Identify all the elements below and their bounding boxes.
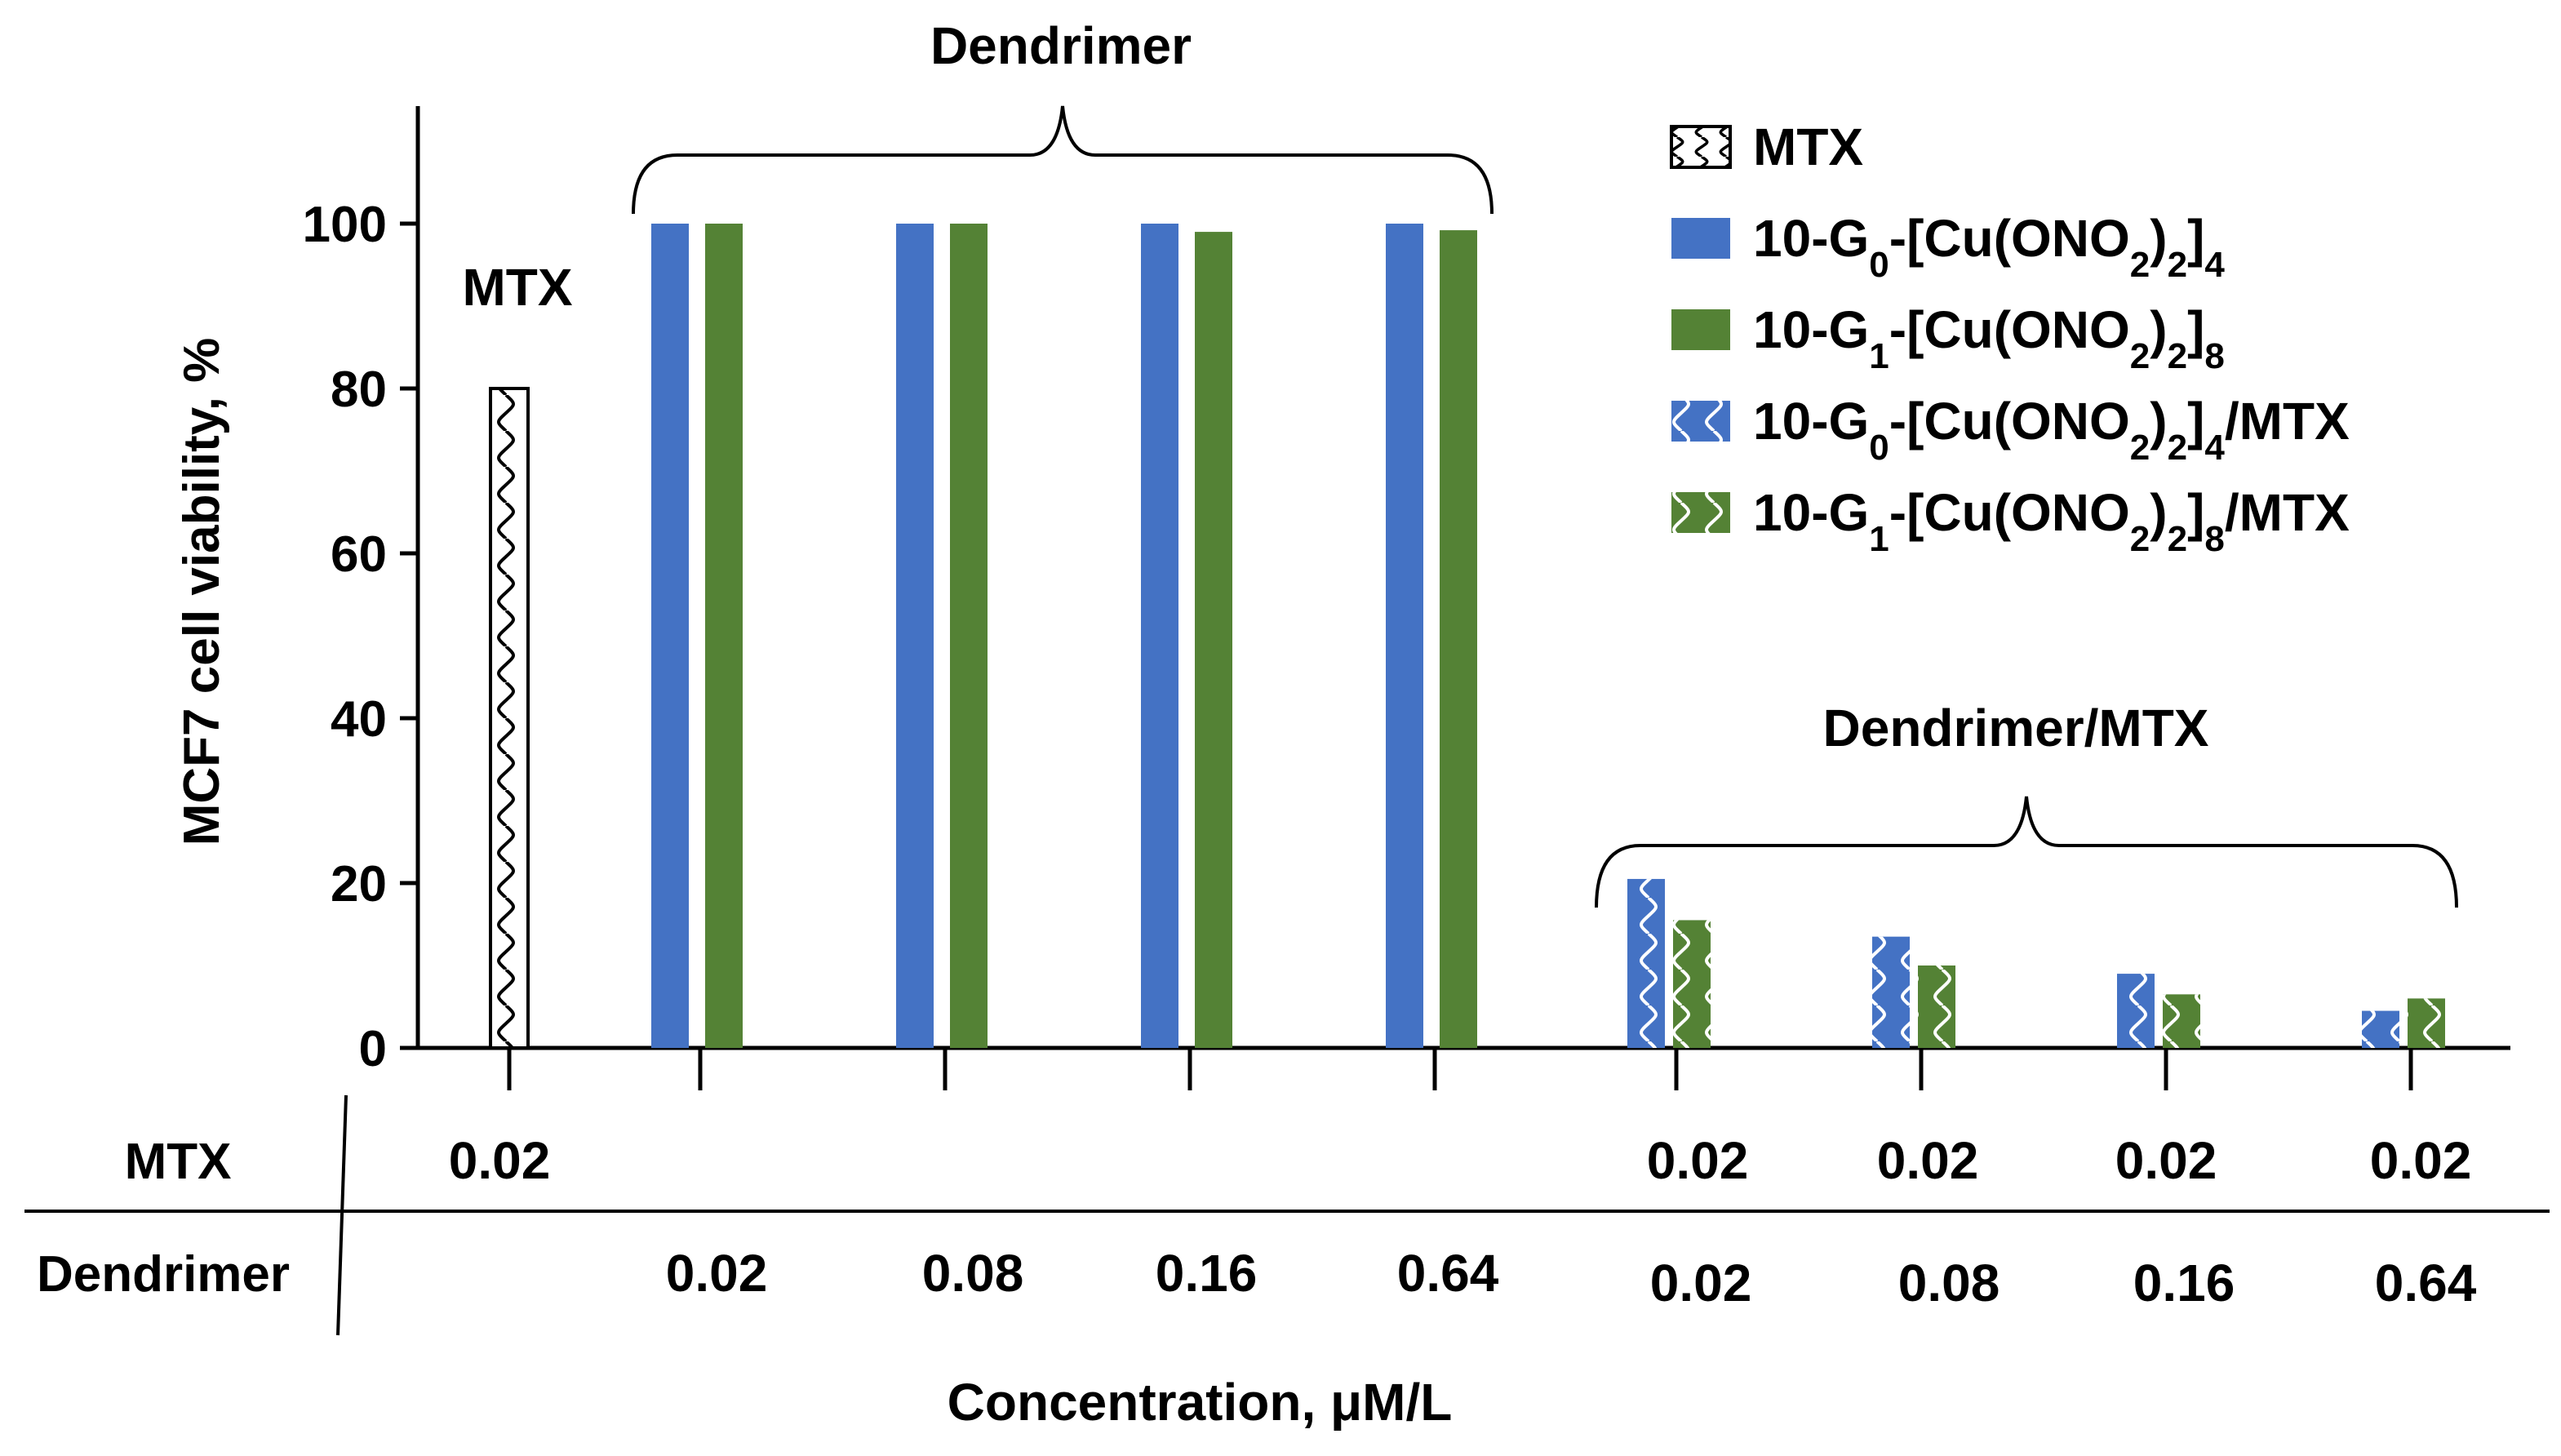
legend-swatch <box>1671 309 1730 350</box>
table-cell-dendrimer: 0.08 <box>922 1244 1024 1303</box>
table-cell-dendrimer: 0.64 <box>1397 1244 1499 1303</box>
y-tick-label: 0 <box>359 1021 387 1077</box>
bar-g1-dendrimer <box>705 224 743 1048</box>
y-tick-label: 20 <box>331 856 387 912</box>
y-tick-label: 60 <box>331 526 387 583</box>
legend-label: MTX <box>1753 118 1863 176</box>
bar-g1-mtx-hatch <box>1673 920 1711 1048</box>
table-divider-vertical <box>336 1094 348 1336</box>
table-cell-mtx: 0.02 <box>1877 1131 1979 1190</box>
bar-g1-mtx-hatch <box>1918 965 1955 1048</box>
bar-g1-dendrimer <box>950 224 988 1048</box>
bar-g0-dendrimer <box>896 224 934 1048</box>
bar-g0-mtx-hatch <box>2117 974 2155 1048</box>
bar-g1-mtx-hatch <box>2408 998 2445 1048</box>
bar-g0-mtx-hatch <box>2362 1010 2399 1048</box>
y-tick-label: 40 <box>331 691 387 748</box>
bar-g0-dendrimer <box>1386 224 1423 1048</box>
group-label-mtx: MTX <box>462 258 572 317</box>
bar-mtx-hatch <box>490 388 528 1048</box>
y-tick-label: 80 <box>331 362 387 418</box>
table-cell-dendrimer: 0.64 <box>2375 1254 2477 1312</box>
group-label-dendrimer-mtx: Dendrimer/MTX <box>1823 699 2209 757</box>
bar-g1-dendrimer <box>1195 232 1232 1049</box>
brace-dendrimer-mtx <box>1595 796 2458 908</box>
table-cell-mtx: 0.02 <box>2115 1131 2217 1190</box>
legend-label: 10-G1-[Cu(ONO2)2]8/MTX <box>1753 483 2350 559</box>
legend-label: 10-G0-[Cu(ONO2)2]4 <box>1753 209 2225 285</box>
legend-label: 10-G0-[Cu(ONO2)2]4/MTX <box>1753 392 2350 468</box>
bar-g0-dendrimer <box>1141 224 1178 1048</box>
table-cell-dendrimer: 0.02 <box>666 1244 768 1303</box>
bar-g1-dendrimer <box>1440 230 1477 1049</box>
table-cell-mtx: 0.02 <box>2370 1131 2472 1190</box>
legend-swatch <box>1671 218 1730 259</box>
legend-swatch-hatch <box>1671 401 1730 442</box>
table-cell-mtx: 0.02 <box>1647 1131 1749 1190</box>
legend-swatch-hatch <box>1671 492 1730 533</box>
table-cell-mtx: 0.02 <box>449 1131 551 1190</box>
table-row-label-dendrimer: Dendrimer <box>37 1246 290 1303</box>
bar-g0-mtx-hatch <box>1627 878 1665 1048</box>
y-tick-label: 100 <box>303 197 387 253</box>
x-axis-title: Concentration, μM/L <box>948 1373 1453 1432</box>
table-cell-dendrimer: 0.16 <box>1156 1244 1258 1303</box>
bar-g0-dendrimer <box>651 224 689 1048</box>
group-label-dendrimer: Dendrimer <box>930 16 1192 75</box>
y-axis-title: MCF7 cell viability, % <box>174 338 230 846</box>
bar-g1-mtx-hatch <box>2163 994 2200 1048</box>
table-cell-dendrimer: 0.08 <box>1898 1254 2000 1312</box>
brace-dendrimer <box>632 105 1494 215</box>
table-cell-dendrimer: 0.02 <box>1650 1254 1752 1312</box>
bar-g0-mtx-hatch <box>1872 936 1910 1048</box>
table-cell-dendrimer: 0.16 <box>2133 1254 2235 1312</box>
table-row-label-mtx: MTX <box>125 1134 232 1190</box>
legend-swatch-hatch <box>1671 127 1730 167</box>
legend-label: 10-G1-[Cu(ONO2)2]8 <box>1753 300 2225 376</box>
